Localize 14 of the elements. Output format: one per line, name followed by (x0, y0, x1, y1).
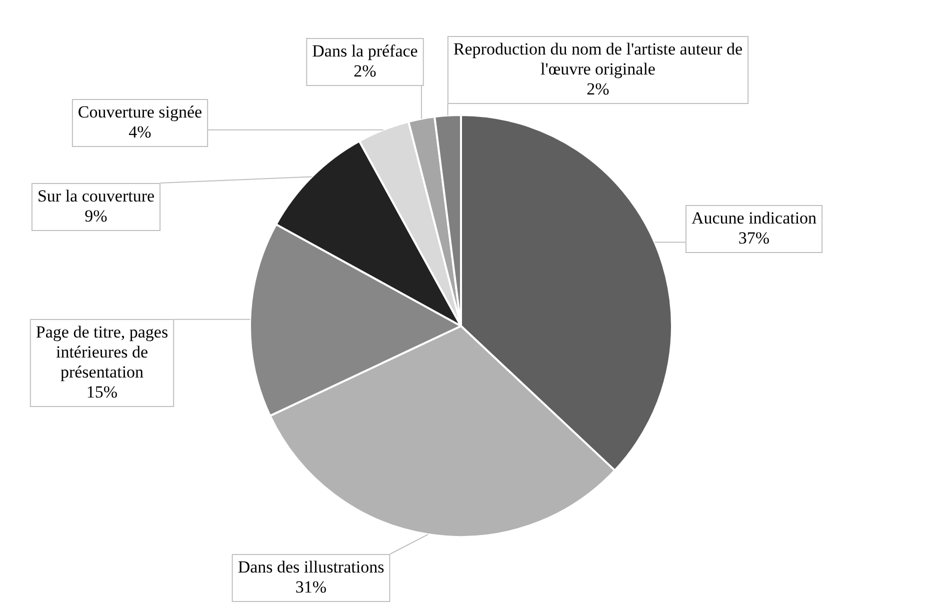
slice-label: Couverture signée (78, 102, 202, 122)
data-label: 2% (586, 79, 610, 98)
data-label: 2% (354, 61, 376, 80)
slice-label: Dans la préface (312, 41, 418, 60)
slice-label: Aucune indication (691, 208, 818, 228)
data-label: 4% (128, 122, 152, 142)
data-label: 9% (84, 206, 108, 226)
slice-label: Dans des illustrations (238, 557, 384, 576)
slice-label: Page de titre, pages intérieures de présentation (36, 322, 168, 382)
data-label: 15% (86, 382, 118, 402)
data-label: 31% (295, 577, 327, 596)
slice-label: Sur la couverture (37, 186, 155, 206)
slice-label: Reproduction du nom de l'artiste auteur de l'œuvre originale (453, 39, 743, 78)
data-label: 37% (738, 228, 770, 248)
